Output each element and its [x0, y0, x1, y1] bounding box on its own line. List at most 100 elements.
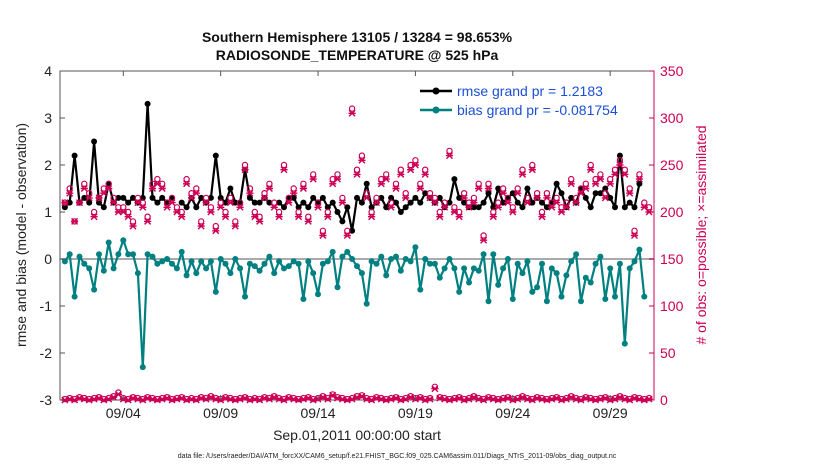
obs-assimilated-marker: [256, 217, 264, 225]
obs-possible-marker: [202, 194, 210, 202]
obs-assimilated-marker: [635, 175, 643, 183]
obs-possible-marker: [266, 180, 273, 187]
bias-point: [324, 258, 331, 265]
bias-point: [500, 265, 507, 272]
rmse-point: [310, 194, 317, 201]
bias-point: [203, 265, 210, 272]
obs-assimilated-marker: [144, 217, 152, 225]
bias-point: [334, 284, 341, 291]
obs-possible-marker: [460, 189, 468, 197]
rmse-point: [329, 199, 336, 206]
rmse-point: [212, 152, 219, 159]
obs-possible-marker: [587, 161, 594, 169]
rmse-point: [475, 204, 482, 211]
rmse-point: [407, 199, 414, 206]
rmse-point: [422, 190, 429, 197]
bias-point: [441, 265, 448, 272]
obs-assimilated-marker: [71, 217, 79, 225]
bias-point: [130, 251, 136, 258]
obs-possible-marker: [261, 189, 268, 197]
rmse-point: [81, 194, 88, 201]
obs-possible-marker: [582, 180, 590, 187]
obs-possible-marker: [480, 232, 487, 239]
obs-assimilated-marker: [436, 213, 444, 221]
rmse-point: [616, 152, 623, 159]
bias-point: [71, 293, 78, 300]
bias-point: [621, 340, 628, 347]
obs-assimilated-marker: [178, 213, 186, 221]
bias-point: [470, 265, 477, 272]
rmse-point: [470, 204, 477, 211]
bias-point: [242, 293, 248, 300]
rmse-point: [61, 204, 68, 211]
rmse-point: [607, 194, 614, 201]
y-tick-label: -2: [40, 345, 53, 361]
bias-point: [329, 248, 336, 255]
rmse-point: [251, 199, 258, 206]
legend-rmse-label: rmse grand pr = 1.2183: [457, 83, 603, 99]
x-tick-label: 09/04: [106, 405, 141, 421]
bias-point: [91, 286, 98, 293]
obs-possible-marker: [314, 199, 322, 206]
obs-possible-marker: [134, 194, 142, 202]
obs-assimilated-marker: [504, 199, 512, 207]
rmse-point: [446, 199, 453, 206]
obs-assimilated-marker: [421, 170, 429, 178]
obs-possible-marker: [241, 161, 249, 169]
obs-assimilated-marker: [392, 185, 400, 192]
rmse-point: [553, 180, 560, 187]
obs-assimilated-marker: [480, 236, 488, 244]
obs-assimilated-marker: [319, 232, 327, 239]
rmse-point: [339, 218, 346, 225]
chart-title-line1: Southern Hemisphere 13105 / 13284 = 98.6…: [202, 29, 513, 45]
obs-assimilated-marker: [285, 199, 293, 207]
bias-point: [134, 270, 141, 277]
obs-assimilated-marker: [484, 185, 493, 192]
obs-possible-marker: [90, 208, 98, 216]
bias-point: [222, 260, 229, 267]
bias-point: [393, 253, 399, 260]
bias-point: [290, 258, 297, 265]
obs-possible-marker: [417, 180, 424, 187]
bias-point: [159, 258, 166, 265]
obs-possible-marker: [129, 218, 137, 225]
bias-point: [427, 260, 433, 267]
bias-point: [66, 251, 73, 258]
rmse-point: [266, 199, 273, 206]
rmse-point: [66, 199, 73, 206]
obs-assimilated-marker: [460, 194, 468, 202]
bias-point: [300, 296, 307, 302]
rmse-point: [383, 204, 390, 211]
rmse-point: [543, 204, 550, 211]
bias-point: [368, 258, 375, 265]
bias-point: [402, 256, 409, 262]
obs-bottom-assimilated-marker: [324, 395, 332, 403]
obs-assimilated-marker: [80, 185, 88, 192]
y-tick-label: 1: [44, 204, 52, 220]
bias-point: [373, 260, 380, 267]
rmse-point: [500, 199, 507, 206]
obs-assimilated-marker: [304, 217, 312, 225]
bias-point: [344, 248, 351, 255]
obs-assimilated-marker: [368, 213, 376, 221]
bias-point: [149, 253, 156, 260]
y-tick-label: -3: [40, 392, 53, 408]
obs-assimilated-marker: [139, 203, 147, 211]
obs-possible-marker: [485, 180, 492, 187]
obs-possible-marker: [290, 185, 297, 192]
obs-possible-marker: [495, 199, 502, 206]
obs-possible-marker: [533, 189, 541, 197]
bias-point: [397, 267, 404, 274]
rmse-point: [436, 194, 443, 201]
obs-possible-marker: [607, 175, 614, 183]
rmse-point: [568, 194, 575, 201]
x-tick-label: 09/09: [203, 405, 238, 421]
obs-assimilated-marker: [596, 175, 604, 183]
obs-assimilated-marker: [105, 185, 113, 192]
obs-assimilated-marker: [616, 161, 624, 169]
obs-possible-marker: [319, 227, 327, 234]
obs-possible-marker: [387, 199, 395, 206]
obs-possible-marker: [621, 166, 629, 173]
bias-point: [169, 260, 175, 267]
obs-assimilated-marker: [489, 213, 497, 221]
